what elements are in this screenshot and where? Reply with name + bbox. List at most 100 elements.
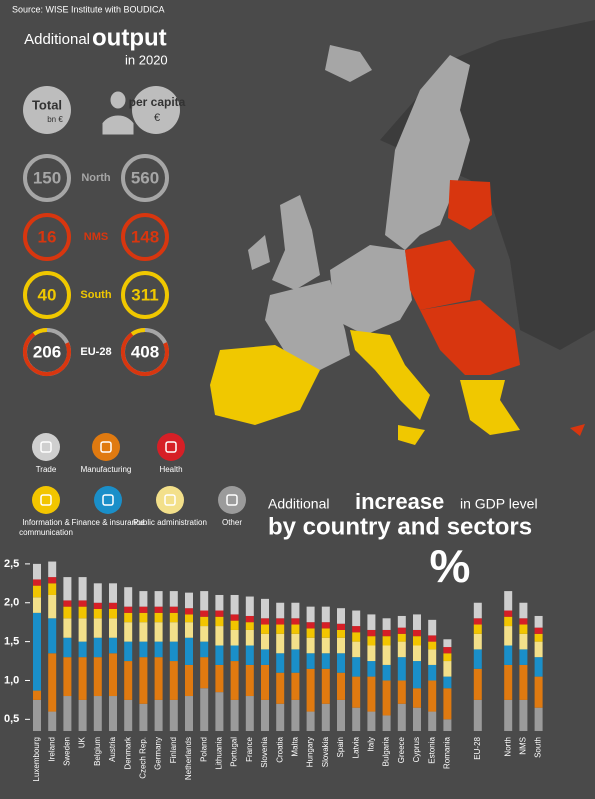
value-per-capita: 560 <box>131 168 159 187</box>
bar-segment <box>443 639 452 648</box>
x-tick-label: Lithuania <box>215 736 224 769</box>
bar-segment <box>139 612 148 623</box>
x-tick-label: Estonia <box>427 736 436 763</box>
legend-icon <box>94 486 122 514</box>
bar-segment <box>200 657 209 689</box>
region-label: NMS <box>84 231 108 243</box>
legend-icon <box>218 486 246 514</box>
bar-segment <box>337 629 345 638</box>
bar-segment <box>245 696 254 731</box>
x-tick-label: Finland <box>169 737 178 763</box>
bar-segment <box>519 699 528 731</box>
bar-segment <box>534 676 543 708</box>
bar-segment <box>215 626 224 646</box>
bar-segment <box>93 618 102 638</box>
bar-segment <box>443 688 452 720</box>
bar-segment <box>504 616 513 627</box>
bar-segment <box>230 620 239 630</box>
bar-segment <box>124 699 133 731</box>
bar-segment <box>200 641 209 658</box>
chart-title: by country and sectors <box>268 513 532 540</box>
bar-segment <box>337 699 345 731</box>
bar-segment <box>48 618 57 654</box>
legend-glyph <box>40 494 52 506</box>
bar-segment <box>78 641 87 658</box>
bar-segment <box>139 657 148 704</box>
bar-segment <box>93 696 102 731</box>
bar-segment <box>78 699 87 731</box>
x-tick-label: Italy <box>367 737 376 752</box>
bar-segment <box>413 614 421 630</box>
bar-segment <box>169 622 178 642</box>
per-capita-label: per capita <box>129 95 186 109</box>
y-tick-label: 1,5 <box>4 636 19 648</box>
bar-segment <box>276 653 285 673</box>
bar-segment <box>276 618 285 625</box>
x-tick-label: Ireland <box>47 737 56 761</box>
bar-segment <box>185 696 193 731</box>
bar-segment <box>33 699 41 731</box>
bar-segment <box>337 608 345 624</box>
bar-segment <box>443 676 452 689</box>
total-badge <box>23 86 71 134</box>
bar-segment <box>519 602 528 619</box>
bar-segment <box>109 583 117 603</box>
bar-segment <box>230 645 239 662</box>
y-tick-label: 2,5 <box>4 558 19 570</box>
bar-segment <box>519 624 528 634</box>
x-tick-label: Cyprus <box>412 737 421 762</box>
bar-segment <box>413 707 421 731</box>
value-ring <box>121 271 169 319</box>
x-tick-label: Denmark <box>123 736 132 769</box>
bar-segment <box>154 657 163 700</box>
bar-segment <box>367 629 376 637</box>
bar-segment <box>352 657 361 677</box>
bar-segment <box>230 629 239 646</box>
bar-segment <box>154 591 163 607</box>
legend-label: Other <box>221 518 242 527</box>
x-tick-label: Slovenia <box>260 736 269 767</box>
bar-segment <box>504 699 513 731</box>
bar-segment <box>154 699 163 731</box>
bar-segment <box>124 606 133 613</box>
bar-segment <box>63 577 72 601</box>
value-per-capita: 408 <box>131 342 159 361</box>
bar-segment <box>291 699 300 731</box>
bar-segment <box>109 602 117 609</box>
bar-segment <box>33 585 41 598</box>
bar-segment <box>230 614 239 621</box>
value-total: 40 <box>38 285 57 304</box>
bar-segment <box>367 676 376 712</box>
value-ring <box>23 271 71 319</box>
bar-segment <box>276 672 285 704</box>
bar-segment <box>200 610 209 617</box>
bar-segment <box>200 616 209 627</box>
bar-segment <box>306 637 315 654</box>
bar-segment <box>124 641 133 662</box>
bar-segment <box>321 606 330 623</box>
x-tick-label: Poland <box>199 737 208 762</box>
legend-glyph <box>226 494 238 506</box>
title-prefix: Additional <box>24 31 90 48</box>
legend-label: Manufacturing <box>80 465 132 474</box>
bar-segment <box>428 641 437 650</box>
bar-segment <box>261 649 269 665</box>
bar-segment <box>473 618 482 625</box>
bar-segment <box>63 696 72 731</box>
bar-segment <box>382 715 391 731</box>
bar-segment <box>78 606 87 619</box>
bar-segment <box>321 668 330 704</box>
bar-segment <box>321 703 330 731</box>
bar-segment <box>306 711 315 731</box>
source: Source: WISE Institute with BOUDICA <box>12 4 165 14</box>
bar-segment <box>245 615 254 623</box>
bar-segment <box>367 661 376 677</box>
bar-segment <box>337 637 345 654</box>
bar-segment <box>397 633 406 642</box>
bar-segment <box>413 688 421 708</box>
bar-segment <box>215 645 224 665</box>
legend-glyph <box>40 441 52 453</box>
bar-segment <box>443 719 452 731</box>
bar-segment <box>352 707 361 731</box>
bar-segment <box>215 692 224 731</box>
